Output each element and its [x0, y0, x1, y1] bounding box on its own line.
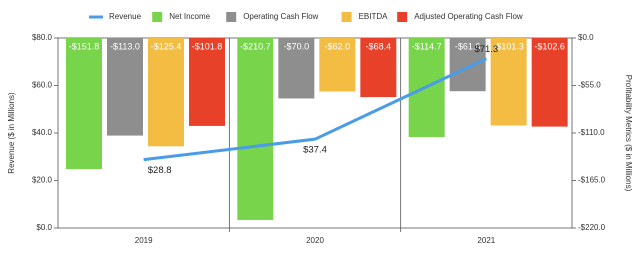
x-tick-label: 2019: [135, 236, 153, 245]
bar: [319, 38, 356, 92]
legend-label: Net Income: [169, 12, 210, 21]
legend-label: Adjusted Operating Cash Flow: [414, 12, 523, 21]
x-tick-label: 2020: [306, 236, 324, 245]
bar-value-label: -$125.4: [151, 41, 182, 51]
bar: [148, 38, 184, 147]
legend-swatch: [226, 12, 237, 22]
bar: [278, 38, 315, 99]
bar: [107, 38, 143, 136]
bar: [531, 38, 568, 127]
line-value-label: $71.3: [474, 44, 498, 55]
bar: [490, 38, 527, 126]
bar-value-label: -$210.7: [240, 41, 271, 51]
x-tick-label: 2021: [477, 236, 495, 245]
line: [143, 57, 487, 162]
bar-value-label: -$68.4: [366, 41, 392, 51]
bar: [360, 38, 397, 98]
y2-tick-label: -$165.0: [578, 176, 606, 185]
line-value-label: $28.8: [148, 165, 172, 176]
legend-swatch: [152, 12, 163, 22]
bar-value-label: -$151.8: [69, 41, 100, 51]
y-axis-title: Revenue ($ in Millions): [7, 92, 16, 174]
y-tick-label: $40.0: [32, 128, 53, 137]
legend-label: EBITDA: [359, 12, 389, 21]
y2-tick-label: -$220.0: [578, 223, 606, 232]
bar: [189, 38, 225, 126]
legend-swatch: [341, 12, 352, 22]
y2-tick-label: -$55.0: [578, 81, 601, 90]
bar-value-label: -$62.0: [325, 41, 351, 51]
bar-value-label: -$101.8: [192, 41, 223, 51]
legend-swatch: [397, 12, 408, 22]
bar: [449, 38, 486, 92]
legend-label: Operating Cash Flow: [243, 12, 318, 21]
bar-value-label: -$113.0: [110, 41, 140, 51]
bar-value-label: -$61.6: [455, 41, 481, 51]
line-value-label: $37.4: [303, 145, 327, 156]
legend-label: Revenue: [109, 12, 142, 21]
y-tick-label: $0.0: [36, 223, 52, 232]
bar: [66, 38, 102, 170]
bar-value-label: -$114.7: [412, 41, 442, 51]
y2-tick-label: $0.0: [578, 33, 594, 42]
y2-tick-label: -$110.0: [578, 128, 605, 137]
y-tick-label: $60.0: [32, 81, 53, 90]
bar-value-label: -$101.3: [493, 41, 524, 51]
bar-value-label: -$70.0: [284, 41, 310, 51]
bar-value-label: -$102.6: [534, 41, 565, 51]
y2-axis-title: Profitability Metrics ($ in Millions): [624, 75, 633, 192]
bar: [237, 38, 274, 220]
y-tick-label: $80.0: [32, 33, 53, 42]
y-tick-label: $20.0: [32, 176, 53, 185]
